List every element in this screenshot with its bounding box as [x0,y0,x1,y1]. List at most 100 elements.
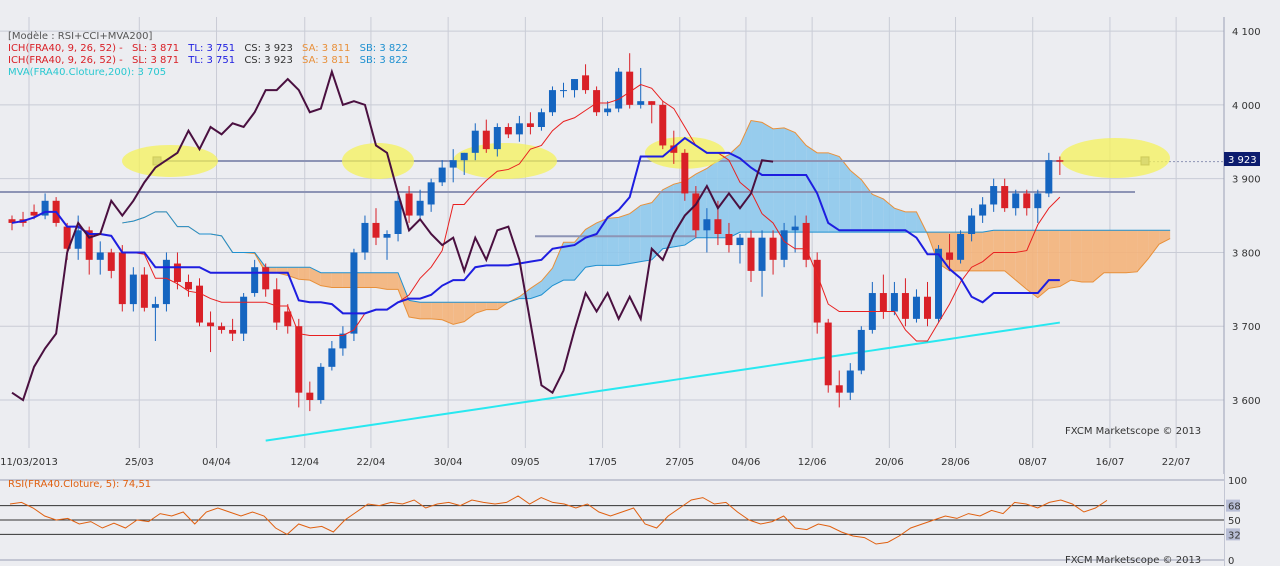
candle-body [670,145,678,153]
cloud-segment [971,232,983,271]
candle-body [802,222,810,260]
cloud-segment [320,272,332,288]
candle-body [626,71,634,105]
cloud-segment [486,302,498,310]
candle-body [8,219,16,223]
rsi-tick-label: 0 [1228,556,1234,566]
cloud-segment [1048,230,1060,289]
cloud-segment [1070,230,1082,282]
cloud-segment [1059,230,1071,287]
candle-body [394,200,402,234]
cloud-segment [872,194,884,233]
rsi-y-axis: 100 68 50 32 0 [1226,474,1247,566]
x-tick-label: 17/05 [588,457,617,468]
candle-body [946,252,954,260]
candle-body [350,252,358,334]
cloud-segment [530,281,542,299]
kijun-line [11,136,1060,315]
cloud-segment [1037,230,1049,298]
candle-body [317,366,325,401]
candle-body [824,322,832,386]
rsi-grid [0,479,1224,561]
x-tick-label: 04/04 [202,457,231,468]
rsi-polyline [9,495,1108,545]
chikou-line [11,68,774,402]
candle-body [41,200,49,216]
model-label: [Modèle : RSI+CCI+MVA200] [8,30,152,42]
cloud-segment [982,230,994,271]
rsi-tick-label: 50 [1228,516,1241,527]
candle-body [515,123,523,135]
candle-body [339,333,347,349]
cloud-segment [762,122,774,233]
cloud-segment [431,302,443,320]
candle-body [791,226,799,231]
x-tick-label: 08/07 [1018,457,1047,468]
candle-body [218,326,226,330]
cloud-segment [398,272,410,318]
y-tick-label: 3 800 [1232,248,1261,259]
x-tick-label: 11/03/2013 [0,457,58,468]
x-axis: 11/03/2013 25/03 04/04 12/04 22/04 30/04 09/05… [0,457,1190,468]
chikou-polyline [11,68,774,402]
cloud-segment [563,242,575,281]
candle-body [361,222,369,253]
candle-body [460,152,468,161]
candle-body [604,108,612,113]
cloud-segment [1103,230,1115,273]
candle-body [140,274,148,308]
tenkan-line [11,84,1061,342]
cloud-segment [651,189,663,260]
cloud-segment [795,132,807,233]
candle-body [416,200,424,216]
x-tick-label: 12/04 [290,457,319,468]
cloud-segment [420,302,432,319]
candle-body [207,322,215,327]
cloud-segment [717,154,729,238]
candle-body [681,152,689,194]
cloud-segment [905,211,917,233]
candle-body [1012,193,1020,209]
cloud-segment [442,302,454,325]
price-tag-bg [1224,152,1260,166]
x-tick-label: 16/07 [1096,457,1125,468]
x-tick-label: 22/04 [357,457,386,468]
cloud-segment [993,230,1005,271]
candle-body [659,104,667,146]
watermark-main: FXCM Marketscope © 2013 [1065,426,1201,437]
cloud-segment [629,205,641,264]
senkou-span-a [122,119,1171,325]
price-tag: 3 923 [1228,155,1257,166]
x-tick-label: 30/04 [434,457,463,468]
ichimoku-cloud [122,119,1171,325]
candle-body [63,226,71,249]
rsi-tick-bg [1226,499,1240,512]
mva200-line [265,321,1060,442]
candle-body [769,237,777,260]
cloud-segment [1004,230,1016,281]
candle-body [1001,186,1009,209]
x-tick-label: 20/06 [875,457,904,468]
candle-body [107,252,115,271]
x-tick-label: 25/03 [125,457,154,468]
candle-body [151,304,159,308]
candle-body [184,281,192,290]
candle-body [813,259,821,323]
x-tick-label: 22/07 [1162,457,1191,468]
x-tick-label: 12/06 [798,457,827,468]
cloud-segment [662,184,674,249]
cloud-segment [1126,230,1138,273]
candle-body [96,252,104,260]
x-tick-label: 28/06 [941,457,970,468]
cloud-segment [773,127,785,233]
candle-body [229,329,237,334]
candle-body [979,204,987,216]
candle-body [692,193,700,231]
candle-body [251,267,259,294]
mva-polyline [265,321,1060,442]
candle-body [890,293,898,312]
candle-body [383,234,391,238]
highlight-ellipse [1060,137,1170,178]
candle-body [162,259,170,305]
